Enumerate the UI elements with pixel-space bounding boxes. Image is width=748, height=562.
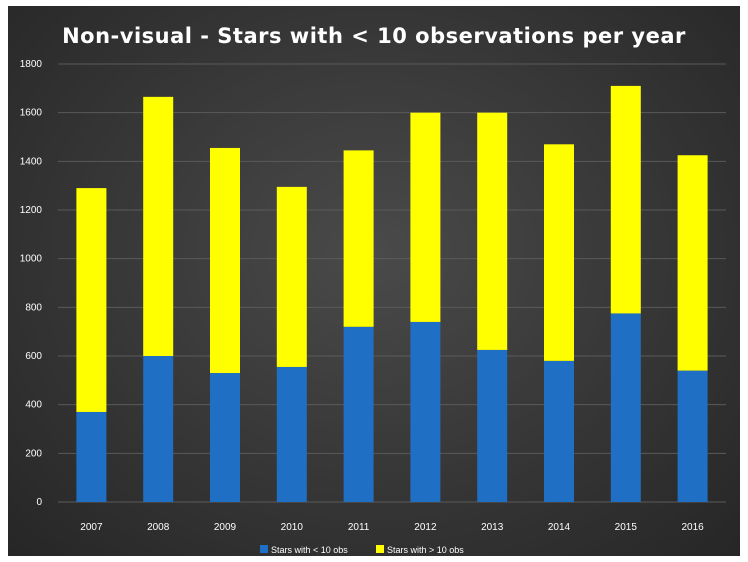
bar-under-10-obs-2008 <box>143 356 174 502</box>
y-tick-label: 400 <box>25 400 42 411</box>
x-tick-label: 2012 <box>414 522 437 533</box>
bar-over-10-obs-2010 <box>276 186 307 367</box>
bar-under-10-obs-2009 <box>210 373 240 502</box>
x-tick-label: 2007 <box>80 522 103 533</box>
legend-swatch <box>376 545 384 553</box>
bar-over-10-obs-2015 <box>610 85 641 314</box>
legend-label: Stars with < 10 obs <box>271 545 348 555</box>
y-tick-label: 1400 <box>20 156 43 167</box>
bar-over-10-obs-2012 <box>410 112 441 322</box>
chart-title: Non-visual - Stars with < 10 observation… <box>62 24 686 48</box>
bar-over-10-obs-2016 <box>677 155 708 371</box>
x-tick-label: 2014 <box>548 522 571 533</box>
x-tick-label: 2016 <box>681 522 704 533</box>
x-tick-label: 2013 <box>481 522 504 533</box>
bar-over-10-obs-2011 <box>343 150 374 327</box>
bar-under-10-obs-2010 <box>276 366 307 502</box>
y-tick-label: 1800 <box>20 59 43 70</box>
y-tick-label: 1200 <box>20 205 43 216</box>
x-tick-label: 2011 <box>348 522 370 533</box>
bar-under-10-obs-2012 <box>410 321 441 502</box>
bar-over-10-obs-2007 <box>76 188 107 412</box>
x-tick-label: 2009 <box>214 522 237 533</box>
y-tick-label: 1000 <box>20 254 43 265</box>
legend: Stars with < 10 obs Stars with > 10 obs <box>260 545 464 555</box>
y-axis: 0 200 400 600 800 1000 1200 1400 1600 1800 <box>20 59 43 508</box>
bar-under-10-obs-2014 <box>544 360 574 502</box>
bar-over-10-obs-2008 <box>143 96 174 356</box>
bar-under-10-obs-2011 <box>343 326 374 502</box>
bar-under-10-obs-2013 <box>477 349 508 502</box>
y-tick-label: 0 <box>36 497 42 508</box>
y-tick-label: 1600 <box>20 108 43 119</box>
bar-over-10-obs-2013 <box>477 112 508 350</box>
x-axis: 2007 2008 2009 2010 2011 2012 2013 2014 2015 2016 <box>80 522 704 533</box>
y-tick-label: 600 <box>25 351 42 362</box>
legend-label: Stars with > 10 obs <box>387 545 464 555</box>
y-tick-label: 800 <box>25 302 42 313</box>
y-tick-label: 200 <box>25 448 42 459</box>
bar-over-10-obs-2014 <box>544 144 574 361</box>
x-tick-label: 2010 <box>281 522 304 533</box>
bars <box>76 85 708 502</box>
bar-over-10-obs-2009 <box>210 147 240 374</box>
bar-under-10-obs-2016 <box>677 370 708 502</box>
chart-panel: Non-visual - Stars with < 10 observation… <box>8 6 740 556</box>
legend-swatch <box>260 545 268 553</box>
x-tick-label: 2015 <box>615 522 638 533</box>
bar-under-10-obs-2015 <box>610 313 641 502</box>
x-tick-label: 2008 <box>147 522 170 533</box>
bar-under-10-obs-2007 <box>76 411 107 502</box>
